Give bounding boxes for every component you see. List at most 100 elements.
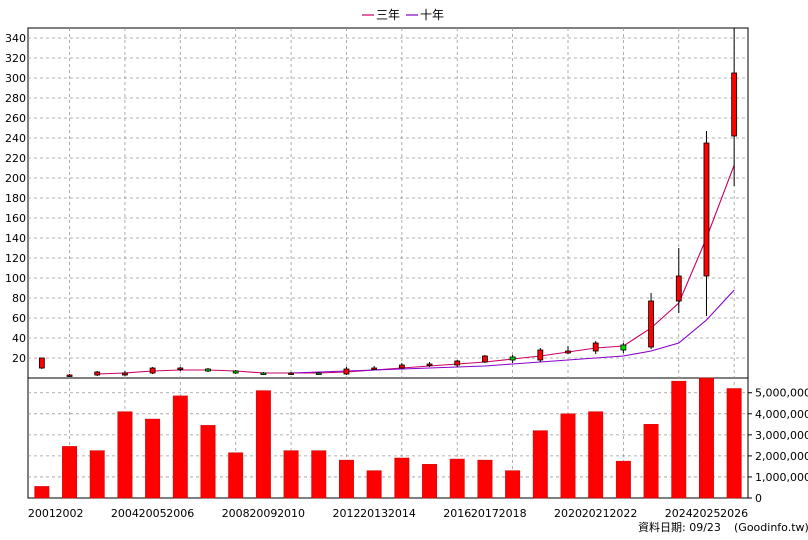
volume-bar (505, 470, 521, 499)
price-tick-label: 260 (5, 112, 26, 125)
candle-body (620, 344, 627, 351)
x-tick-label: 2024 (665, 507, 693, 520)
volume-bar (477, 459, 493, 499)
volume-bar (339, 459, 354, 499)
grid-lines (28, 28, 748, 498)
volume-bar (366, 470, 382, 499)
volume-axis: 0 1,000,000 2,000,000 3,000,000 4,000,000 5,0… (748, 387, 808, 505)
x-tick-label: 2026 (720, 507, 748, 520)
volume-bar (449, 458, 465, 499)
ma-10yr-line (291, 289, 735, 374)
candle-body (703, 142, 710, 277)
volume-bar (62, 446, 77, 499)
x-tick-label: 2013 (360, 507, 388, 520)
price-panel (27, 27, 749, 379)
volume-bar (283, 450, 299, 499)
price-tick-label: 120 (5, 252, 26, 265)
x-tick-label: 2022 (609, 507, 637, 520)
legend: 三年 十年 (362, 8, 444, 22)
candle-body (565, 350, 571, 354)
volume-bar (34, 486, 50, 499)
candle-body (648, 300, 654, 348)
candle-body (315, 372, 322, 375)
x-tick-label: 2005 (139, 507, 167, 520)
price-tick-label: 240 (5, 132, 26, 145)
price-tick-label: 220 (5, 152, 26, 165)
candle-body (177, 367, 184, 370)
volume-bar (394, 457, 410, 499)
candle-body (537, 349, 544, 361)
x-tick-label: 2004 (111, 507, 139, 520)
candle-body (675, 275, 682, 302)
candle-body (398, 364, 405, 369)
candle-body (454, 360, 461, 366)
price-tick-label: 340 (5, 32, 26, 45)
volume-bar (643, 424, 659, 499)
volume-bar (228, 452, 244, 499)
volume-bar (311, 450, 327, 499)
x-tick-label: 2006 (166, 507, 194, 520)
volume-bar (422, 464, 437, 499)
volume-bar (532, 430, 548, 499)
candlesticks (38, 28, 738, 377)
volume-bar (89, 450, 105, 499)
candle-body (343, 368, 350, 375)
volume-bar (255, 390, 271, 499)
price-tick-label: 300 (5, 72, 26, 85)
volume-bar (699, 377, 714, 499)
price-tick-label: 160 (5, 212, 26, 225)
x-tick-label: 2008 (222, 507, 250, 520)
price-tick-label: 60 (12, 312, 26, 325)
volume-tick-label: 1,000,000 (755, 471, 808, 484)
volume-bar (726, 388, 742, 499)
legend-label-10yr: 十年 (420, 8, 444, 22)
x-tick-label: 2010 (277, 507, 305, 520)
legend-label-3yr: 三年 (376, 8, 400, 22)
x-tick-label: 2012 (332, 507, 360, 520)
volume-bar (117, 411, 133, 499)
candle-body (731, 72, 738, 137)
candle-body (371, 367, 378, 370)
candle-body (66, 374, 73, 377)
candle-body (592, 342, 599, 352)
volume-bar (172, 395, 188, 499)
source-label: (Goodinfo.tw) (734, 521, 808, 534)
x-tick-label: 2021 (582, 507, 610, 520)
price-tick-label: 200 (5, 172, 26, 185)
candle-body (94, 371, 101, 376)
volume-bars (34, 377, 742, 499)
candle-body (149, 367, 156, 374)
volume-tick-label: 4,000,000 (755, 408, 808, 421)
price-tick-label: 100 (5, 272, 26, 285)
price-tick-label: 40 (12, 332, 26, 345)
price-tick-label: 180 (5, 192, 26, 205)
x-tick-label: 2017 (471, 507, 499, 520)
data-date-label: 資料日期: 09/23 (638, 520, 721, 534)
candle-body (232, 370, 239, 374)
volume-bar (615, 460, 631, 499)
candle-body (288, 372, 294, 375)
x-tick-label: 2009 (249, 507, 277, 520)
x-tick-label: 2016 (443, 507, 471, 520)
ma-3yr-line (97, 164, 735, 375)
x-tick-label: 2018 (499, 507, 527, 520)
price-axis: 20 40 60 80 100 120 140 160 180 200 220 240 260 280 30… (5, 32, 26, 365)
volume-bar (588, 411, 604, 499)
volume-panel (27, 377, 749, 499)
price-tick-label: 280 (5, 92, 26, 105)
volume-bar (145, 418, 161, 499)
volume-bar (560, 413, 576, 499)
volume-tick-label: 0 (755, 492, 762, 505)
candle-body (260, 372, 267, 375)
candle-body (482, 355, 488, 363)
volume-bar (671, 380, 687, 499)
x-tick-label: 2020 (554, 507, 582, 520)
candle-body (509, 356, 516, 361)
x-tick-label: 2001 (28, 507, 56, 520)
x-tick-label: 2002 (56, 507, 84, 520)
moving-average-lines (97, 164, 735, 375)
candle-body (122, 372, 128, 376)
candle-body (426, 363, 433, 366)
x-tick-label: 2025 (692, 507, 720, 520)
